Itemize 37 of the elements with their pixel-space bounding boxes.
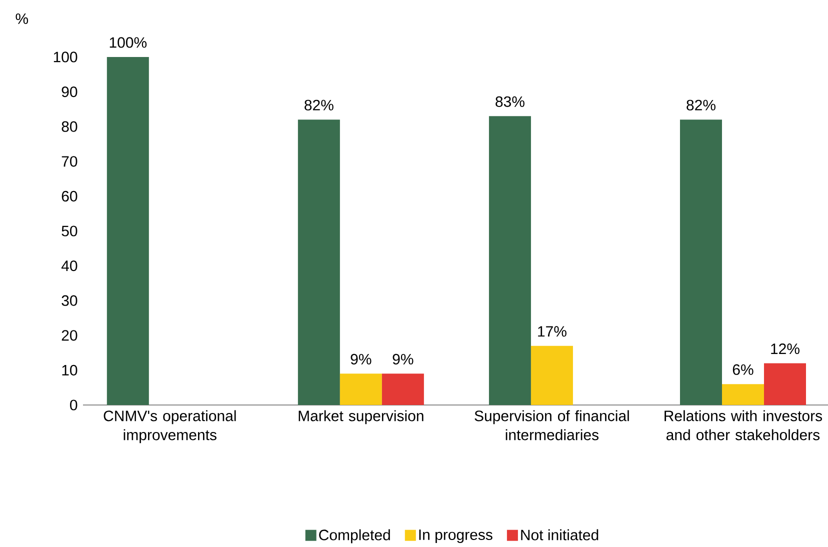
bar [382, 374, 424, 406]
legend-label: In progress [419, 530, 492, 543]
x-tick-label: Market supervision [298, 410, 424, 424]
x-tick-label: Relations with investors and other stakeholders [664, 410, 822, 440]
legend-label: Completed [319, 529, 390, 544]
bar [764, 363, 806, 406]
data-label: 82% [686, 100, 716, 110]
y-tick-label: 40 [61, 260, 78, 272]
y-axis-title: % [16, 13, 28, 24]
y-tick-label: 80 [62, 121, 78, 132]
bar [530, 346, 573, 406]
data-label: 9% [392, 354, 414, 364]
data-label: 83% [496, 96, 524, 107]
bar [106, 57, 149, 406]
y-tick-label: 0 [70, 400, 78, 410]
y-tick-label: 20 [62, 330, 78, 341]
y-tick-label: 60 [62, 190, 78, 202]
bar [488, 116, 531, 406]
legend-label: Not initiated [521, 529, 598, 540]
data-label: 82% [304, 100, 334, 110]
y-tick-label: 70 [62, 156, 78, 167]
bar [340, 374, 382, 406]
x-tick-label: Supervision of financial intermediaries [474, 410, 629, 440]
bar [722, 384, 764, 406]
data-label: 9% [350, 354, 372, 364]
y-tick-label: 90 [62, 86, 78, 98]
bar [298, 120, 340, 406]
data-label: 17% [538, 326, 566, 337]
y-tick-label: 30 [62, 295, 78, 306]
data-label: 12% [771, 343, 800, 354]
y-tick-label: 10 [62, 364, 78, 376]
y-tick-label: 100 [54, 52, 78, 62]
x-tick-label: CNMV's operational improvements [104, 410, 236, 444]
bar [680, 120, 722, 406]
data-label: 6% [732, 364, 754, 375]
y-tick-label: 50 [62, 226, 78, 236]
data-label: 100% [110, 37, 147, 48]
